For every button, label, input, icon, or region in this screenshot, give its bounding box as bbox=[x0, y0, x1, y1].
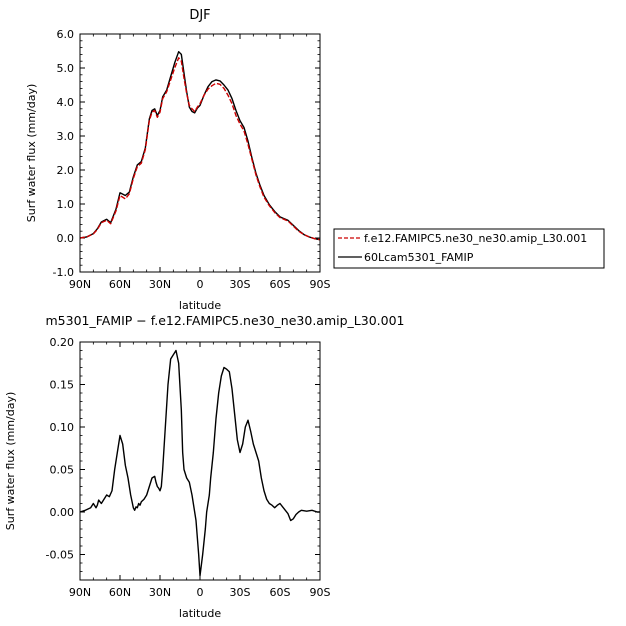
top-x-ticks: 90N 60N 30N 0 30S 60S 90S bbox=[69, 34, 331, 291]
top-panel: DJF 90N 60N 30N 0 30S 60S 90S -1.0 0.0 1.0 2.0 3.0… bbox=[25, 8, 331, 312]
top-x-axis-label: latitude bbox=[179, 299, 221, 312]
top-y-axis-label: Surf water flux (mm/day) bbox=[25, 84, 38, 223]
bottom-y-tick-label: 0.10 bbox=[50, 421, 75, 434]
bottom-x-tick-label: 90S bbox=[310, 586, 331, 599]
bottom-y-tick-label: 0.00 bbox=[50, 506, 75, 519]
bottom-x-tick-label: 30S bbox=[230, 586, 251, 599]
top-plot-frame bbox=[79, 33, 321, 273]
top-x-tick-label: 30N bbox=[149, 278, 171, 291]
legend-box bbox=[333, 228, 605, 269]
top-y-tick-label: 3.0 bbox=[57, 130, 75, 143]
bottom-chart-title: m5301_FAMIP − f.e12.FAMIPC5.ne30_ne30.am… bbox=[45, 313, 404, 328]
bottom-y-tick-label: 0.15 bbox=[50, 379, 75, 392]
top-x-tick-label: 60S bbox=[270, 278, 291, 291]
bottom-x-tick-label: 90N bbox=[69, 586, 91, 599]
top-y-tick-label: 4.0 bbox=[57, 96, 75, 109]
top-y-tick-label: 1.0 bbox=[57, 198, 75, 211]
top-series-line-1 bbox=[79, 57, 321, 241]
top-y-tick-label: 6.0 bbox=[57, 28, 75, 41]
top-x-tick-label: 30S bbox=[230, 278, 251, 291]
top-y-tick-label: -1.0 bbox=[53, 266, 74, 279]
legend-label-series-2: 60Lcam5301_FAMIP bbox=[364, 251, 474, 264]
bottom-x-tick-label: 60S bbox=[270, 586, 291, 599]
legend-label-series-1: f.e12.FAMIPC5.ne30_ne30.amip_L30.001 bbox=[364, 232, 587, 245]
top-x-tick-label: 90S bbox=[310, 278, 331, 291]
bottom-x-tick-label: 60N bbox=[109, 586, 131, 599]
top-y-tick-label: 5.0 bbox=[57, 62, 75, 75]
legend: f.e12.FAMIPC5.ne30_ne30.amip_L30.001 60L… bbox=[333, 228, 605, 269]
top-y-ticks: -1.0 0.0 1.0 2.0 3.0 4.0 5.0 6.0 bbox=[53, 28, 320, 279]
top-x-tick-label: 0 bbox=[197, 278, 204, 291]
top-x-tick-label: 60N bbox=[109, 278, 131, 291]
bottom-plot-frame bbox=[79, 341, 321, 581]
top-series-lines bbox=[79, 50, 321, 241]
top-x-tick-label: 90N bbox=[69, 278, 91, 291]
bottom-y-tick-label: 0.20 bbox=[50, 336, 75, 349]
bottom-y-tick-label: 0.05 bbox=[50, 464, 75, 477]
bottom-y-tick-label: -0.05 bbox=[46, 549, 74, 562]
bottom-x-axis-label: latitude bbox=[179, 607, 221, 620]
bottom-x-tick-label: 0 bbox=[197, 586, 204, 599]
bottom-series-line-1 bbox=[79, 349, 320, 577]
top-y-tick-label: 2.0 bbox=[57, 164, 75, 177]
top-chart-title: DJF bbox=[189, 8, 210, 23]
top-y-tick-label: 0.0 bbox=[57, 232, 75, 245]
bottom-y-axis-label: Surf water flux (mm/day) bbox=[4, 392, 17, 531]
bottom-panel: m5301_FAMIP − f.e12.FAMIPC5.ne30_ne30.am… bbox=[4, 313, 405, 620]
bottom-x-tick-label: 30N bbox=[149, 586, 171, 599]
bottom-series-lines bbox=[79, 349, 320, 577]
